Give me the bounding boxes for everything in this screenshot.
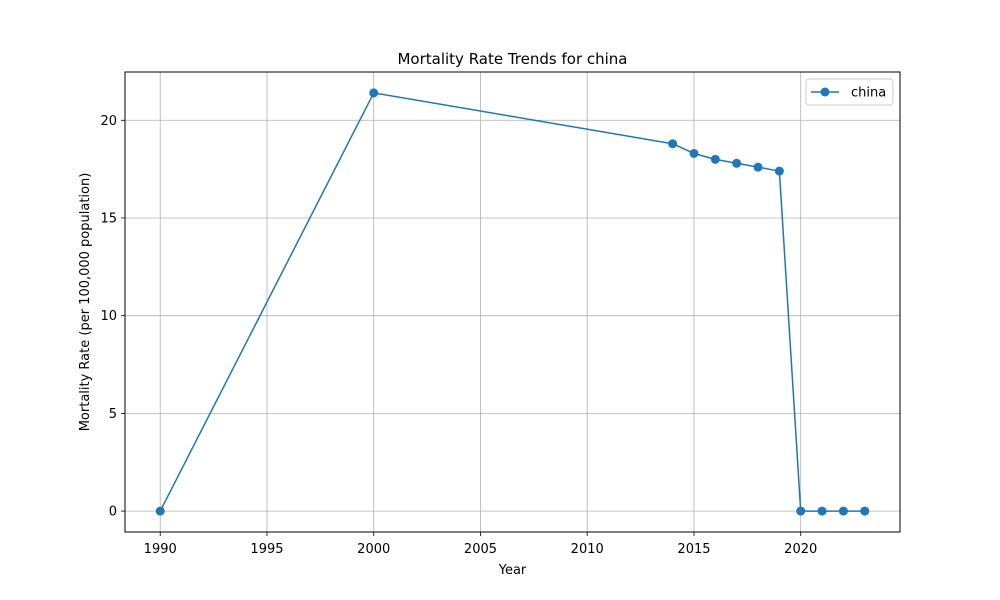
data-point — [710, 154, 720, 164]
series-layer — [155, 88, 870, 516]
y-axis-ticks: 0 5 10 15 20 — [100, 114, 125, 520]
data-point — [753, 162, 763, 172]
y-tick-label: 0 — [109, 505, 117, 520]
legend-marker — [820, 87, 830, 97]
legend: china — [805, 78, 894, 106]
x-tick-label: 1990 — [144, 542, 177, 557]
y-tick-label: 5 — [109, 407, 117, 422]
x-tick-label: 2005 — [464, 542, 497, 557]
data-point — [796, 506, 806, 516]
data-point — [689, 148, 699, 158]
y-axis-label: Mortality Rate (per 100,000 population) — [78, 173, 93, 432]
legend-entry-label: china — [851, 86, 886, 101]
y-tick-label: 15 — [100, 211, 117, 226]
grid-lines — [125, 72, 900, 532]
data-point — [155, 506, 165, 516]
data-point — [732, 158, 742, 168]
plot-area-frame — [124, 71, 901, 533]
x-tick-label: 1995 — [250, 542, 283, 557]
x-axis-ticks: 1990 1995 2000 2005 2010 2015 2020 — [144, 532, 817, 557]
x-tick-label: 2010 — [571, 542, 604, 557]
x-axis-label: Year — [498, 563, 527, 578]
series-line — [159, 92, 865, 512]
data-point — [838, 506, 848, 516]
x-tick-label: 2020 — [784, 542, 817, 557]
legend-box — [805, 78, 894, 106]
x-tick-label: 2015 — [677, 542, 710, 557]
data-point — [369, 88, 379, 98]
y-tick-label: 20 — [100, 114, 117, 129]
y-tick-label: 10 — [100, 309, 117, 324]
data-point — [668, 139, 678, 149]
data-point — [774, 166, 784, 176]
data-point — [817, 506, 827, 516]
x-tick-label: 2000 — [357, 542, 390, 557]
chart-title: Mortality Rate Trends for china — [397, 50, 627, 68]
data-point — [860, 506, 870, 516]
